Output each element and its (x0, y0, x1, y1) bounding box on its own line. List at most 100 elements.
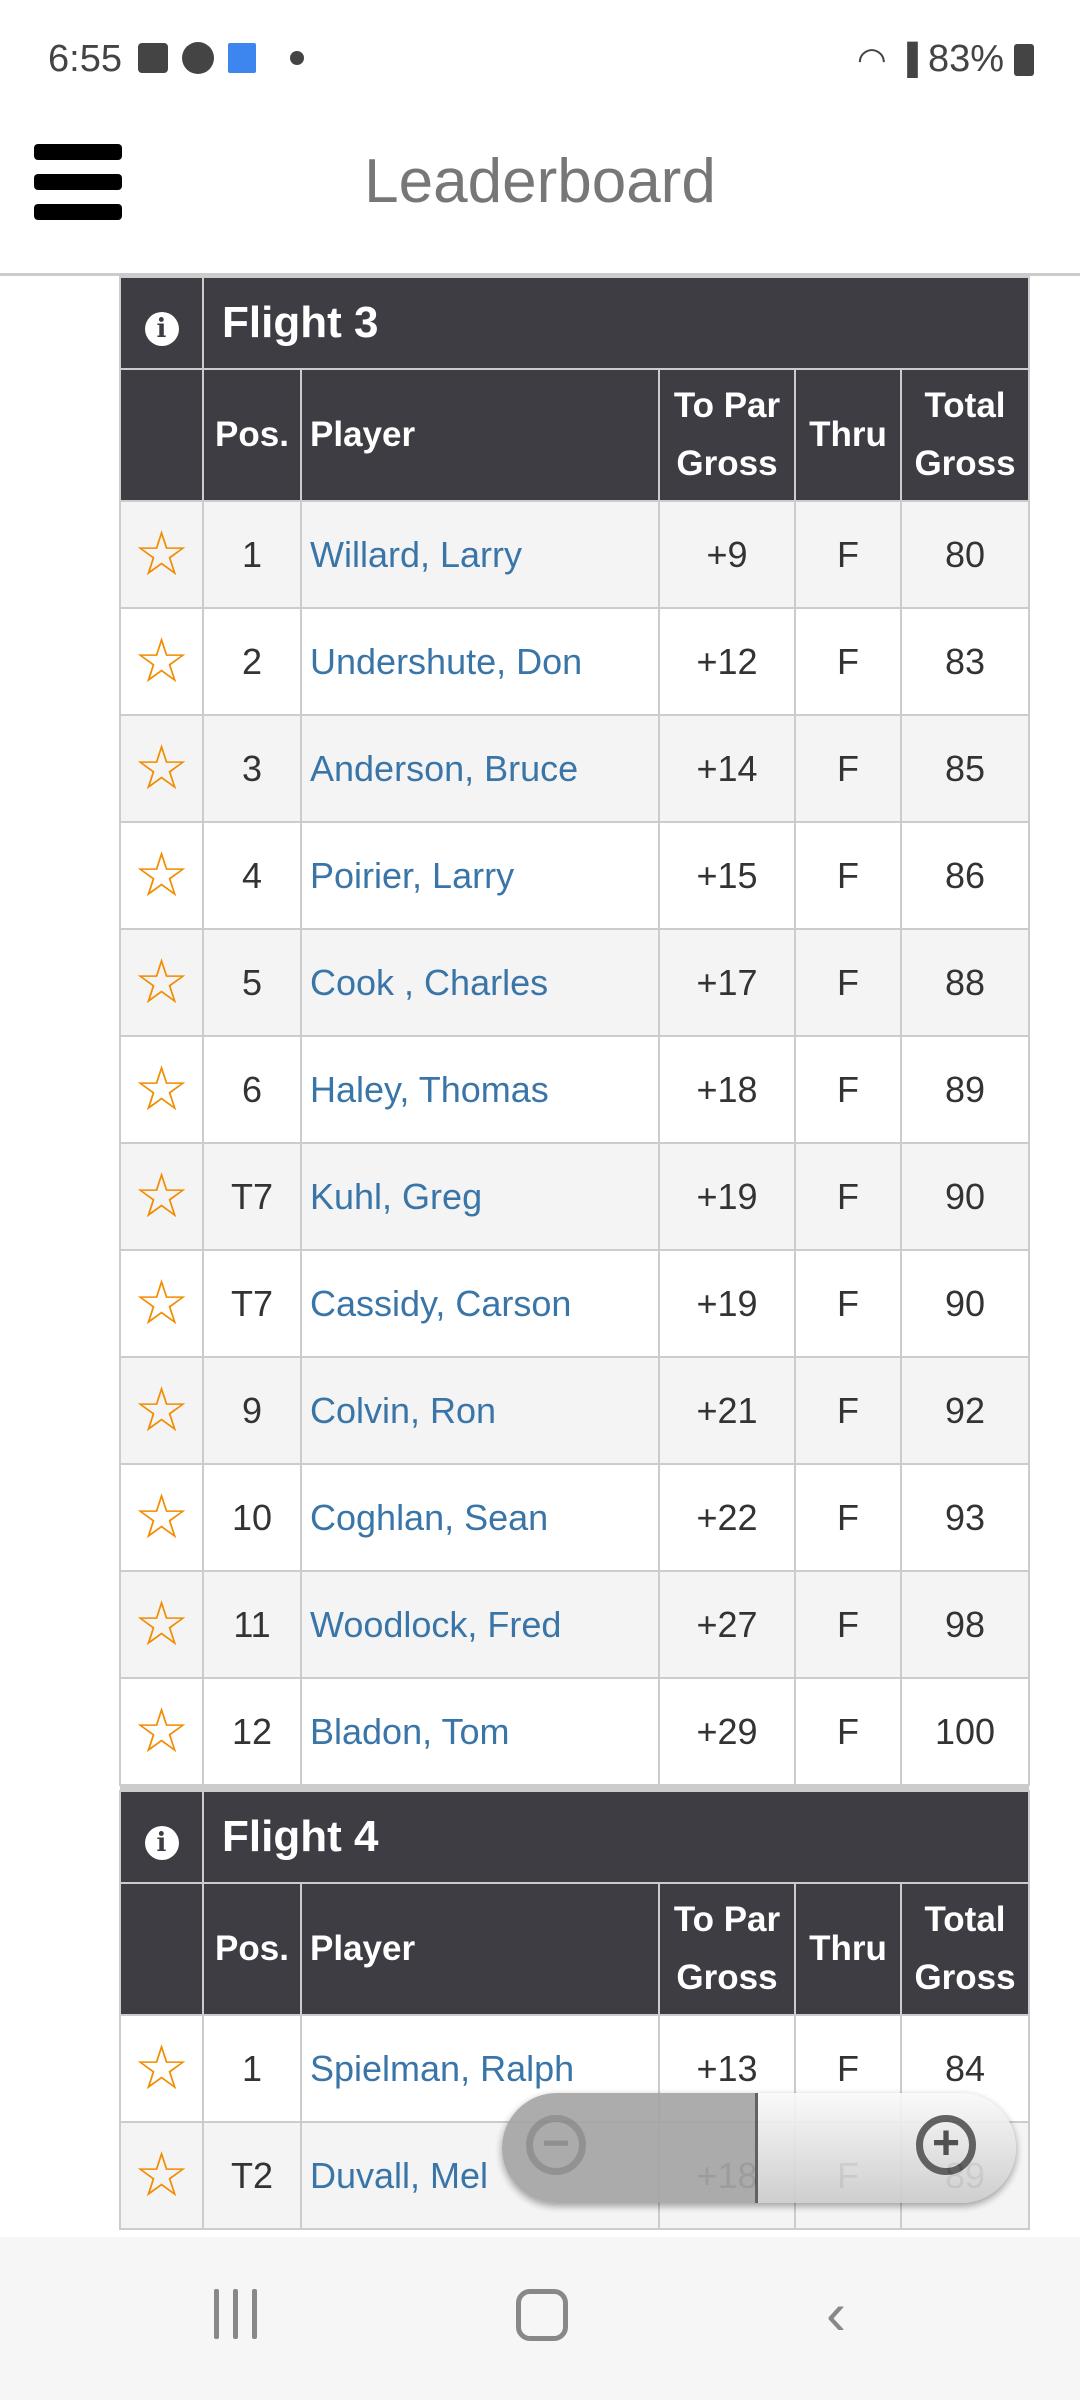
col-favorite (119, 368, 204, 502)
position: 4 (202, 821, 302, 930)
position: 6 (202, 1035, 302, 1144)
table-row: ☆ 2 Undershute, Don +12 F 83 (119, 607, 1031, 716)
total-gross: 89 (899, 1035, 1031, 1144)
favorite-button[interactable]: ☆ (119, 714, 204, 823)
to-par: +14 (658, 714, 796, 823)
position: 11 (202, 1570, 302, 1679)
table-row: ☆ 3 Anderson, Bruce +14 F 85 (119, 714, 1031, 823)
to-par: +15 (658, 821, 796, 930)
player-link[interactable]: Woodlock, Fred (300, 1570, 660, 1679)
col-favorite (119, 1882, 204, 2016)
recent-apps-button[interactable] (214, 2289, 257, 2339)
thru: F (794, 1356, 902, 1465)
star-icon: ☆ (133, 733, 190, 803)
status-time: 6:55 (48, 38, 122, 80)
zoom-out-button[interactable]: − (502, 2093, 758, 2203)
zoom-in-button[interactable]: + (758, 2093, 1016, 2203)
leaderboard: i Flight 3 Pos. Player To Par Gross Thru Total… (119, 276, 1031, 2230)
thru: F (794, 607, 902, 716)
star-icon: ☆ (133, 1054, 190, 1124)
flight-header: i Flight 4 (119, 1790, 1031, 1884)
app-header: Leaderboard (0, 110, 1080, 276)
to-par: +21 (658, 1356, 796, 1465)
col-thru: Thru (794, 368, 902, 502)
total-gross: 83 (899, 607, 1031, 716)
table-row: ☆ 5 Cook , Charles +17 F 88 (119, 928, 1031, 1037)
menu-icon[interactable] (34, 144, 122, 220)
table-row: ☆ 10 Coghlan, Sean +22 F 93 (119, 1463, 1031, 1572)
thru: F (794, 1035, 902, 1144)
table-row: ☆ T7 Kuhl, Greg +19 F 90 (119, 1142, 1031, 1251)
favorite-button[interactable]: ☆ (119, 2121, 204, 2230)
position: 1 (202, 2014, 302, 2123)
player-link[interactable]: Cassidy, Carson (300, 1249, 660, 1358)
star-icon: ☆ (133, 1589, 190, 1659)
position: 12 (202, 1677, 302, 1786)
col-total: Total Gross (899, 1882, 1031, 2016)
favorite-button[interactable]: ☆ (119, 1035, 204, 1144)
favorite-button[interactable]: ☆ (119, 500, 204, 609)
star-icon: ☆ (133, 1375, 190, 1445)
player-link[interactable]: Anderson, Bruce (300, 714, 660, 823)
favorite-button[interactable]: ☆ (119, 1356, 204, 1465)
table-row: ☆ 9 Colvin, Ron +21 F 92 (119, 1356, 1031, 1465)
table-row: ☆ 6 Haley, Thomas +18 F 89 (119, 1035, 1031, 1144)
player-link[interactable]: Willard, Larry (300, 500, 660, 609)
favorite-button[interactable]: ☆ (119, 928, 204, 1037)
position: T7 (202, 1142, 302, 1251)
total-gross: 92 (899, 1356, 1031, 1465)
player-link[interactable]: Spielman, Ralph (300, 2014, 660, 2123)
player-link[interactable]: Haley, Thomas (300, 1035, 660, 1144)
thru: F (794, 928, 902, 1037)
flight-title: Flight 4 (201, 1790, 1031, 1884)
table-row: ☆ 1 Willard, Larry +9 F 80 (119, 500, 1031, 609)
thru: F (794, 1463, 902, 1572)
to-par: +29 (658, 1677, 796, 1786)
status-bar: 6:55 ◠ ▐ 83% (0, 0, 1080, 110)
favorite-button[interactable]: ☆ (119, 1249, 204, 1358)
favorite-button[interactable]: ☆ (119, 1463, 204, 1572)
table-row: ☆ 12 Bladon, Tom +29 F 100 (119, 1677, 1031, 1786)
thru: F (794, 1142, 902, 1251)
total-gross: 80 (899, 500, 1031, 609)
table-row: ☆ 11 Woodlock, Fred +27 F 98 (119, 1570, 1031, 1679)
favorite-button[interactable]: ☆ (119, 607, 204, 716)
battery-level: 83% (927, 38, 1004, 80)
player-link[interactable]: Cook , Charles (300, 928, 660, 1037)
column-headers: Pos. Player To Par Gross Thru Total Gross (119, 368, 1031, 502)
favorite-button[interactable]: ☆ (119, 2014, 204, 2123)
player-link[interactable]: Bladon, Tom (300, 1677, 660, 1786)
page-title: Leaderboard (364, 147, 716, 216)
info-icon: i (144, 312, 179, 346)
back-button[interactable]: ‹ (826, 2280, 846, 2347)
zoom-control: − + (502, 2093, 1016, 2203)
total-gross: 100 (899, 1677, 1031, 1786)
total-gross: 90 (899, 1142, 1031, 1251)
star-icon: ☆ (133, 947, 190, 1017)
col-player: Player (300, 368, 660, 502)
player-link[interactable]: Kuhl, Greg (300, 1142, 660, 1251)
favorite-button[interactable]: ☆ (119, 821, 204, 930)
flight-info-button[interactable]: i (119, 276, 204, 370)
star-icon: ☆ (133, 1696, 190, 1766)
position: 3 (202, 714, 302, 823)
thru: F (794, 1570, 902, 1679)
player-link[interactable]: Undershute, Don (300, 607, 660, 716)
position: T7 (202, 1249, 302, 1358)
info-icon: i (144, 1826, 179, 1860)
favorite-button[interactable]: ☆ (119, 1142, 204, 1251)
to-par: +17 (658, 928, 796, 1037)
player-link[interactable]: Coghlan, Sean (300, 1463, 660, 1572)
favorite-button[interactable]: ☆ (119, 1570, 204, 1679)
star-icon: ☆ (133, 2033, 190, 2103)
player-link[interactable]: Poirier, Larry (300, 821, 660, 930)
home-button[interactable] (516, 2289, 568, 2341)
favorite-button[interactable]: ☆ (119, 1677, 204, 1786)
cake-icon (228, 43, 256, 73)
star-icon: ☆ (133, 840, 190, 910)
player-link[interactable]: Colvin, Ron (300, 1356, 660, 1465)
flight-info-button[interactable]: i (119, 1790, 204, 1884)
flight-title: Flight 3 (201, 276, 1031, 370)
leaderboard-table: i Flight 3 Pos. Player To Par Gross Thru Total… (119, 276, 1031, 2230)
col-pos: Pos. (202, 1882, 302, 2016)
